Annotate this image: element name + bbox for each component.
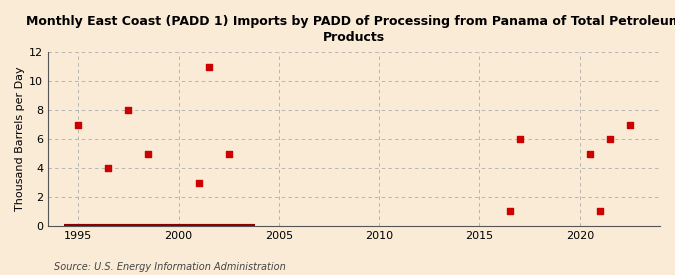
Point [595, 209, 605, 214]
Point [73, 122, 84, 127]
Point [123, 108, 134, 112]
Point [585, 151, 595, 156]
Text: Source: U.S. Energy Information Administration: Source: U.S. Energy Information Administ… [54, 262, 286, 272]
Point [223, 151, 234, 156]
Point [193, 180, 204, 185]
Point [203, 65, 214, 69]
Point [604, 137, 615, 141]
Point [514, 137, 525, 141]
Point [624, 122, 635, 127]
Y-axis label: Thousand Barrels per Day: Thousand Barrels per Day [15, 67, 25, 211]
Point [103, 166, 113, 170]
Point [143, 151, 154, 156]
Point [504, 209, 515, 214]
Title: Monthly East Coast (PADD 1) Imports by PADD of Processing from Panama of Total P: Monthly East Coast (PADD 1) Imports by P… [26, 15, 675, 44]
